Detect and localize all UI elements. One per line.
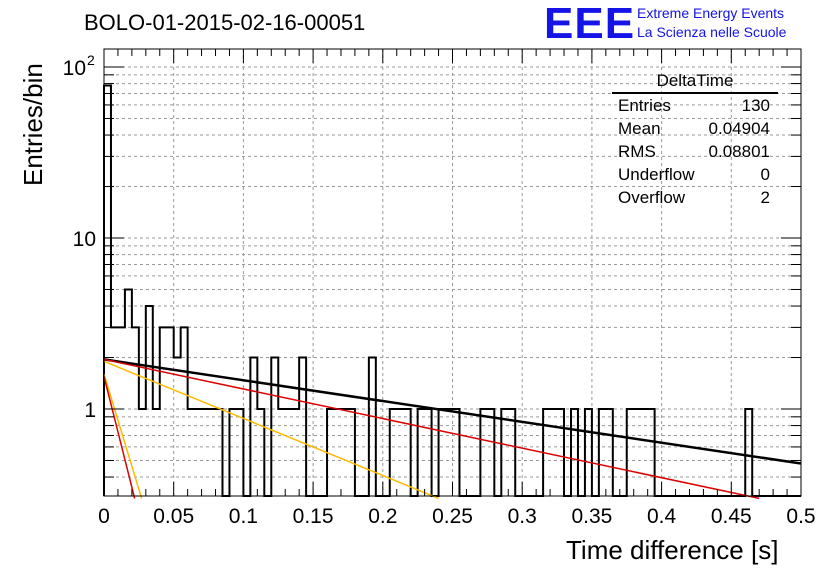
stats-value: 0.04904 xyxy=(708,119,770,138)
x-tick-labels: 0 0.05 0.1 0.15 0.2 0.25 0.3 0.35 0.4 0.45 0.5 xyxy=(98,505,815,528)
logo-line-2: La Scienza nelle Scuole xyxy=(637,24,787,40)
fit-line xyxy=(103,376,136,499)
x-tick-label: 0 xyxy=(98,505,110,528)
stats-title: DeltaTime xyxy=(612,70,778,94)
x-tick-label: 0.5 xyxy=(786,505,815,528)
chart-title: BOLO-01-2015-02-16-00051 xyxy=(84,10,366,35)
stats-row-underflow: Underflow 0 xyxy=(612,163,778,186)
x-tick-label: 0.25 xyxy=(432,505,473,528)
stats-label: RMS xyxy=(618,142,656,161)
x-tick-label: 0.05 xyxy=(153,505,194,528)
x-tick-label: 0.35 xyxy=(571,505,612,528)
axis-ticks xyxy=(103,49,802,496)
eee-logo: EEE xyxy=(544,0,636,48)
histogram-bars xyxy=(103,84,801,497)
x-tick-label: 0.1 xyxy=(229,505,258,528)
stats-box: DeltaTime Entries 130 Mean 0.04904 RMS 0.08… xyxy=(612,70,778,209)
x-tick-label: 0.4 xyxy=(647,505,677,528)
y-tick-exponent: 2 xyxy=(87,52,95,68)
y-tick-label: 10 xyxy=(63,57,86,80)
x-tick-label: 0.2 xyxy=(368,505,397,528)
x-tick-label: 0.45 xyxy=(711,505,752,528)
stats-row-rms: RMS 0.08801 xyxy=(612,140,778,163)
fit-line xyxy=(103,360,439,500)
y-axis-label: Entries/bin xyxy=(18,63,48,186)
stats-row-overflow: Overflow 2 xyxy=(612,186,778,209)
stats-label: Overflow xyxy=(618,188,686,207)
fit-line xyxy=(103,358,760,500)
fit-line xyxy=(103,373,143,499)
fit-lines xyxy=(103,358,802,500)
stats-row-entries: Entries 130 xyxy=(612,94,778,117)
stats-value: 0 xyxy=(760,165,770,184)
x-tick-label: 0.15 xyxy=(293,505,334,528)
x-axis-label: Time difference [s] xyxy=(566,535,779,565)
histogram-outline xyxy=(103,84,801,497)
stats-value: 0.08801 xyxy=(708,142,770,161)
y-tick-label: 1 xyxy=(84,399,96,422)
stats-label: Mean xyxy=(618,119,661,138)
fit-line xyxy=(103,358,802,465)
x-tick-label: 0.3 xyxy=(508,505,537,528)
stats-label: Underflow xyxy=(618,165,695,184)
stats-row-mean: Mean 0.04904 xyxy=(612,117,778,140)
y-tick-label: 10 xyxy=(73,228,96,251)
stats-value: 130 xyxy=(741,96,770,115)
stats-value: 2 xyxy=(760,188,770,207)
stats-label: Entries xyxy=(618,96,671,115)
logo-caption: Extreme Energy Events La Scienza nelle S… xyxy=(637,4,786,42)
logo-line-1: Extreme Energy Events xyxy=(637,5,785,21)
